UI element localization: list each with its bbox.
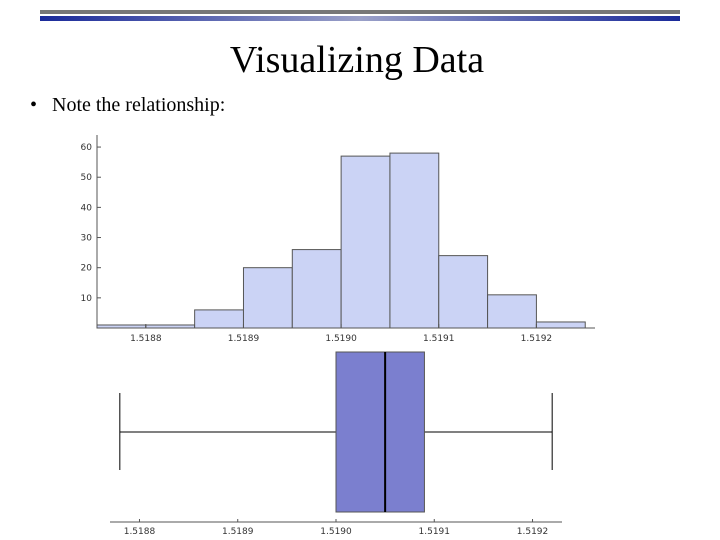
x-tick-label: 1.5188: [130, 334, 162, 344]
box: [335, 351, 425, 513]
header-rule: [40, 10, 680, 14]
x-tick-label: 1.5190: [325, 334, 357, 344]
bar: [487, 294, 537, 329]
x-tick-label: 1.5189: [222, 527, 254, 537]
bar: [340, 155, 391, 329]
x-tick-label: 1.5191: [419, 527, 451, 537]
y-tick-label: 40: [81, 203, 93, 213]
bar: [535, 321, 586, 329]
x-tick-label: 1.5189: [228, 334, 260, 344]
bar: [291, 249, 342, 329]
bullet: Note the relationship:: [52, 94, 225, 116]
y-tick-label: 30: [81, 234, 93, 244]
header-rule: [40, 16, 680, 21]
bar: [242, 267, 293, 329]
x-tick-label: 1.5192: [521, 334, 553, 344]
x-tick-label: 1.5188: [124, 527, 156, 537]
x-tick-label: 1.5191: [423, 334, 455, 344]
x-tick-label: 1.5190: [320, 527, 352, 537]
bullet-dot: •: [30, 94, 37, 116]
bar: [389, 152, 440, 329]
y-tick-label: 10: [81, 294, 93, 304]
y-tick-label: 60: [81, 143, 93, 153]
title: Visualizing Data: [230, 39, 484, 81]
x-tick-label: 1.5192: [517, 527, 549, 537]
bar: [438, 255, 489, 329]
bar: [194, 309, 244, 329]
y-tick-label: 50: [81, 173, 93, 183]
y-tick-label: 20: [81, 264, 93, 274]
